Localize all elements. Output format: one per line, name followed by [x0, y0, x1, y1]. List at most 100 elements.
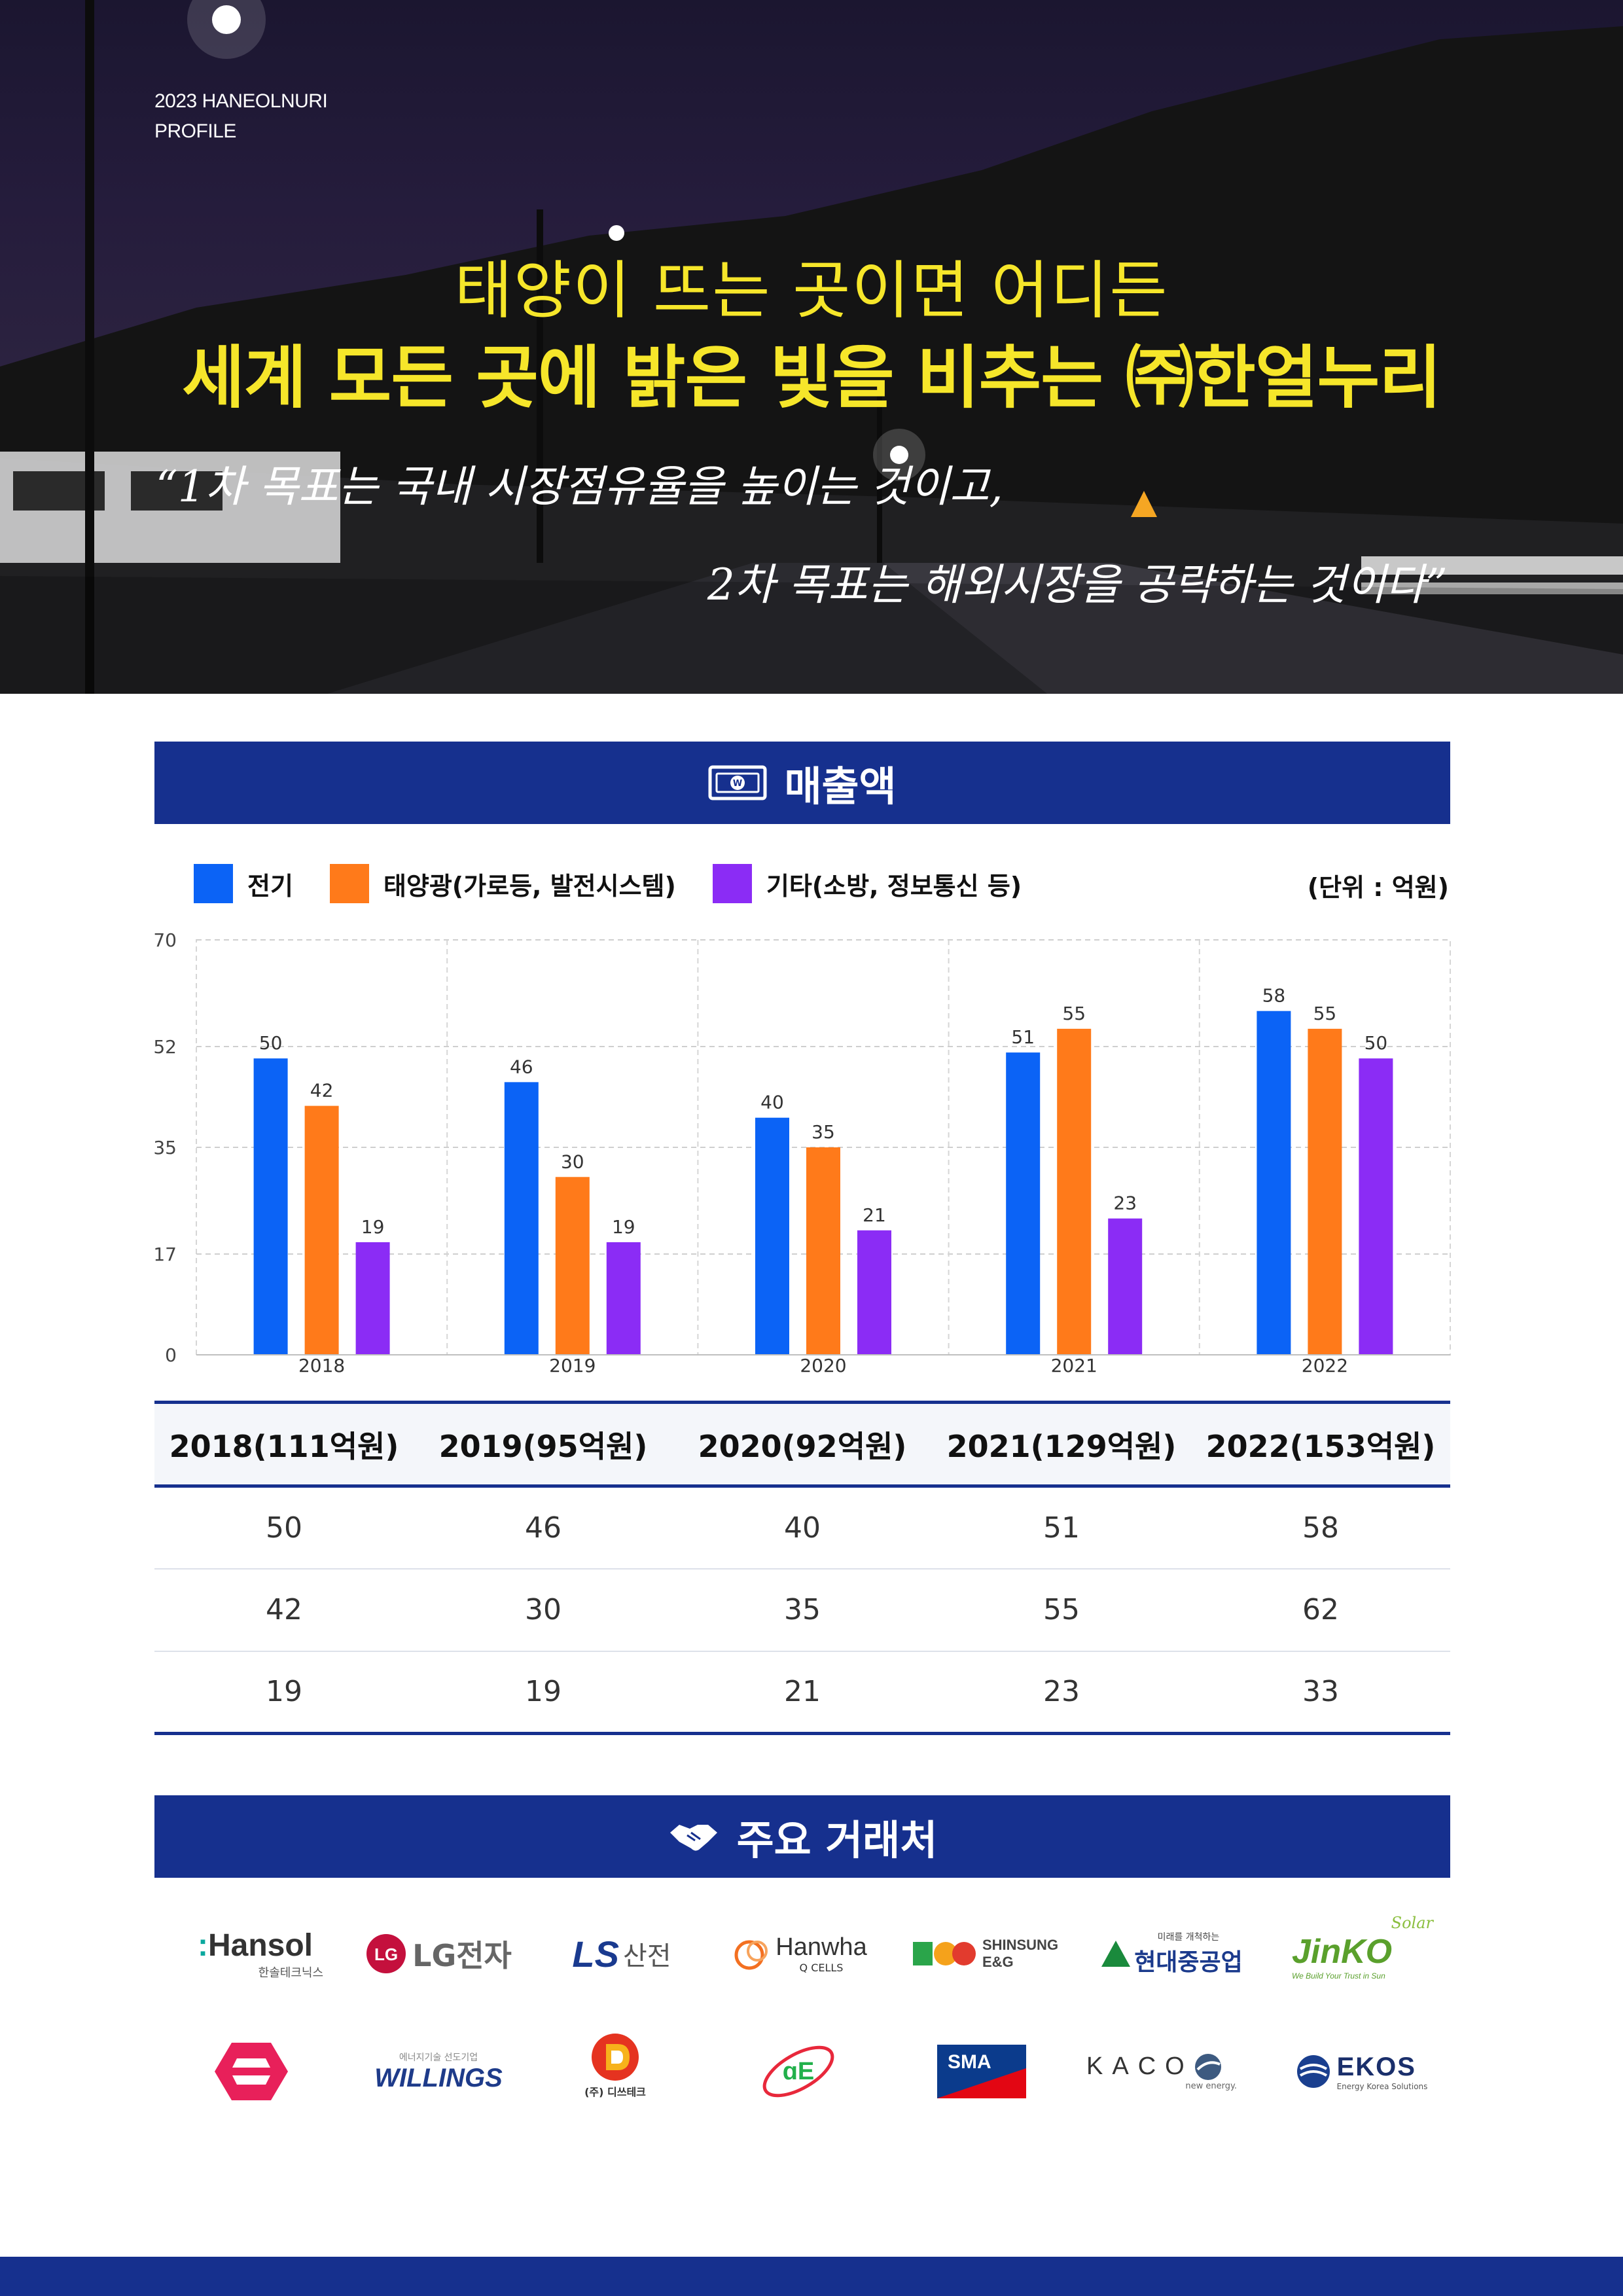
bar [806, 1147, 840, 1355]
hero-quote-2: 2차 목표는 해외시장을 공략하는 것이다” [707, 560, 1448, 610]
dsteck-name: (주) 디쓰테크 [584, 2086, 646, 2098]
bar [304, 1105, 339, 1355]
dsteck-icon [592, 2034, 639, 2081]
data-label: 46 [510, 1056, 533, 1077]
hansol-logo: :Hansol 한솔테크닉스 [197, 1928, 323, 1980]
jinko-logo: Solar JinKO We Build Your Trust in Sun [1276, 1911, 1446, 1983]
chart-legend: 전기 태양광(가로등, 발전시스템) 기타(소방, 정보통신 등) [194, 864, 1450, 903]
jinko-sub: We Build Your Trust in Sun [1292, 1971, 1385, 1981]
data-label: 35 [812, 1121, 835, 1143]
ekos-sub: Energy Korea Solutions [1336, 2081, 1428, 2091]
willings-sub: 에너지기술 선도기업 [399, 2052, 478, 2063]
hero-headline-2: 세계 모든 곳에 밝은 빛을 비추는 ㈜한얼누리 [182, 338, 1442, 418]
partners-section-header: 주요 거래처 [154, 1795, 1450, 1878]
data-label: 42 [310, 1080, 334, 1102]
hero-background [0, 0, 1623, 694]
x-tick-label: 2020 [800, 1355, 846, 1376]
bar [253, 1058, 288, 1355]
y-tick-label: 17 [153, 1244, 177, 1265]
sales-section-header: W 매출액 [154, 742, 1450, 824]
dsteck-logo: (주) 디쓰테크 [530, 2029, 700, 2101]
legend-label-solar: 태양광(가로등, 발전시스템) [383, 871, 676, 901]
legend-label-etc: 기타(소방, 정보통신 등) [766, 871, 1022, 901]
table-header-cell: 2021(129억원) [932, 1401, 1191, 1488]
table-cell: 33 [1191, 1651, 1450, 1735]
table-cell: 55 [932, 1568, 1191, 1652]
kaco-icon [1194, 2053, 1221, 2080]
data-label: 55 [1313, 1003, 1337, 1024]
table-cell: 50 [154, 1486, 414, 1570]
bar [1057, 1028, 1092, 1355]
legend-item-electric: 전기 [194, 864, 293, 903]
table-cell: 40 [673, 1486, 932, 1570]
legend-item-solar: 태양광(가로등, 발전시스템) [329, 864, 676, 903]
hyundai-sub: 미래를 개척하는 [1157, 1932, 1220, 1943]
x-tick-label: 2018 [298, 1355, 345, 1376]
y-tick-label: 35 [153, 1137, 177, 1158]
footer-bar [0, 2257, 1623, 2296]
legend-swatch-solar [329, 864, 369, 903]
bar [555, 1177, 590, 1355]
table-cell: 51 [932, 1486, 1191, 1570]
table-cell: 46 [414, 1486, 673, 1570]
legend-item-etc: 기타(소방, 정보통신 등) [712, 864, 1022, 903]
sales-section-title: 매출액 [784, 762, 897, 810]
data-label: 40 [760, 1092, 784, 1113]
profile-tag-line1: 2023 HANEOLNURI [154, 90, 328, 112]
kaco-logo: KACO new energy. [1086, 2036, 1257, 2108]
data-label: 19 [612, 1216, 635, 1238]
data-label: 21 [863, 1204, 886, 1226]
table-row: 50 46 40 51 58 [154, 1486, 1450, 1570]
ls-logo: LS 산전 [537, 1918, 707, 1990]
willings-name: WILLINGS [374, 2063, 503, 2092]
bar [355, 1242, 390, 1355]
bar [1257, 1011, 1291, 1355]
shinsung-sub: E&G [982, 1954, 1014, 1970]
table-header-cell: 2020(92억원) [673, 1401, 932, 1488]
kaco-sub: new energy. [1185, 2081, 1237, 2091]
ekos-icon [1296, 2055, 1330, 2088]
sales-table: 2018(111억원) 2019(95억원) 2020(92억원) 2021(1… [154, 1401, 1450, 1735]
table-header-cell: 2022(153억원) [1191, 1401, 1450, 1488]
data-label: 58 [1262, 985, 1286, 1007]
bar [1006, 1052, 1041, 1355]
lg-logo: LG LG전자 [353, 1918, 524, 1990]
hero-headline-1: 태양이 뜨는 곳이면 어디든 [454, 254, 1169, 327]
bar [504, 1082, 539, 1355]
legend-swatch-electric [194, 864, 233, 903]
legend-swatch-etc [712, 864, 752, 903]
x-tick-label: 2021 [1051, 1355, 1097, 1376]
data-label: 19 [361, 1216, 385, 1238]
data-label: 30 [561, 1151, 584, 1172]
ls-name: LS [572, 1933, 619, 1975]
partners-section-title: 주요 거래처 [736, 1816, 938, 1864]
table-cell: 21 [673, 1651, 932, 1735]
svg-text:ɑE: ɑE [783, 2058, 815, 2085]
table-cell: 62 [1191, 1568, 1450, 1652]
jinko-name: JinKO [1292, 1933, 1393, 1971]
ae-icon: ɑE [762, 2045, 834, 2098]
table-cell: 58 [1191, 1486, 1450, 1570]
bar [1108, 1218, 1143, 1355]
hyundai-logo: 미래를 개척하는 현대중공업 [1086, 1918, 1257, 1990]
hansol-sub: 한솔테크닉스 [258, 1965, 323, 1980]
handshake-icon [669, 1825, 717, 1851]
sma-name: SMA [948, 2051, 991, 2073]
y-tick-label: 52 [153, 1036, 177, 1058]
table-cell: 42 [154, 1568, 414, 1652]
profile-tag-line2: PROFILE [154, 120, 236, 142]
svg-text:W: W [733, 779, 742, 789]
willings-logo: 에너지기술 선도기업 WILLINGS [353, 2036, 524, 2108]
table-cell: 19 [154, 1651, 414, 1735]
shinsung-icon [912, 1942, 976, 1965]
table-row: 42 30 35 55 62 [154, 1568, 1450, 1652]
table-header-cell: 2018(111억원) [154, 1401, 414, 1488]
partner-hexagon-logo [166, 2036, 336, 2108]
table-row: 19 19 21 23 33 [154, 1651, 1450, 1735]
sma-logo: SMA [897, 2036, 1067, 2108]
y-tick-label: 70 [153, 929, 177, 951]
y-tick-label: 0 [165, 1344, 177, 1366]
hero-quote-1: “1차 목표는 국내 시장점유율을 높이는 것이고, [156, 461, 1003, 512]
hyundai-name: 현대중공업 [1134, 1949, 1243, 1976]
data-label: 50 [1364, 1032, 1388, 1054]
